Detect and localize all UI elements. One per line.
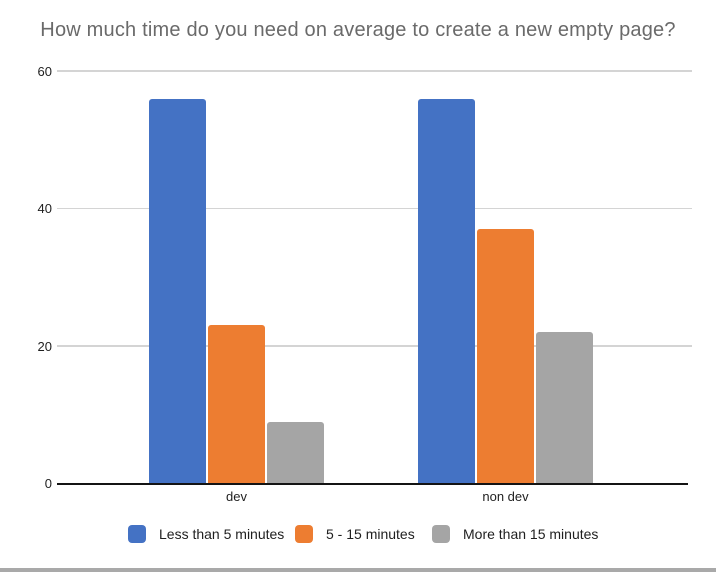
- x-category-label-non-dev: non dev: [482, 489, 529, 504]
- legend-label-less-than-5-minutes: Less than 5 minutes: [159, 525, 285, 542]
- legend-swatch-less-than-5-minutes: [128, 524, 146, 543]
- legend-item-5-15-minutes: 5 - 15 minutes: [295, 524, 415, 543]
- legend-label-5-15-minutes: 5 - 15 minutes: [326, 525, 415, 542]
- legend-swatch-more-than-15-minutes: [432, 524, 450, 543]
- bar-5-15-minutes-dev: [208, 325, 265, 484]
- window-bottom-edge: [0, 568, 716, 572]
- legend-swatch-5-15-minutes: [295, 524, 313, 543]
- y-tick-label-60: 60: [37, 63, 52, 79]
- bar-5-15-minutes-non-dev: [477, 229, 534, 484]
- bar-more-than-15-minutes-non-dev: [536, 332, 593, 484]
- bar-less-than-5-minutes-non-dev: [418, 98, 475, 484]
- y-gridline-40: [57, 207, 692, 210]
- x-category-label-dev: dev: [226, 489, 247, 504]
- chart-title: How much time do you need on average to …: [40, 19, 676, 41]
- y-tick-label-0: 0: [44, 476, 52, 491]
- y-tick-label-40: 40: [37, 201, 52, 216]
- bar-more-than-15-minutes-dev: [267, 421, 324, 484]
- legend-item-more-than-15-minutes: More than 15 minutes: [432, 524, 598, 543]
- legend-item-less-than-5-minutes: Less than 5 minutes: [128, 524, 284, 543]
- bar-less-than-5-minutes-dev: [149, 98, 206, 484]
- y-gridline-20: [57, 345, 692, 347]
- y-gridline-60: [57, 70, 692, 72]
- x-axis-line: [57, 482, 688, 485]
- legend-label-more-than-15-minutes: More than 15 minutes: [463, 525, 599, 542]
- y-tick-label-20: 20: [37, 338, 52, 354]
